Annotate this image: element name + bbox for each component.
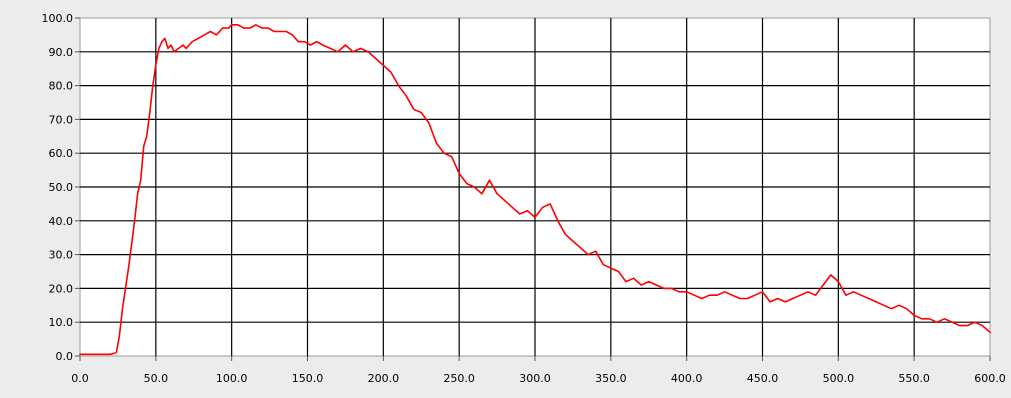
x-tick-label: 350.0 [595,372,627,385]
y-tick-label: 50.0 [49,181,74,194]
y-tick-label: 10.0 [49,316,74,329]
x-tick-label: 0.0 [71,372,89,385]
y-tick-label: 60.0 [49,147,74,160]
x-tick-label: 50.0 [144,372,169,385]
x-tick-label: 250.0 [443,372,475,385]
grid-layer [80,18,990,356]
y-tick-label: 100.0 [42,12,74,25]
y-tick-label: 70.0 [49,113,74,126]
x-tick-label: 500.0 [823,372,855,385]
x-tick-label: 100.0 [216,372,248,385]
y-tick-label: 80.0 [49,80,74,93]
series-line [79,24,991,356]
axis-layer: 0.0 50.0 100.0 150.0 200.0 250.0 300.0 350.0 400… [42,12,1006,385]
x-tick-label: 400.0 [671,372,703,385]
x-tick-label: 600.0 [974,372,1006,385]
x-tick-label: 300.0 [519,372,551,385]
y-tick-label: 90.0 [49,46,74,59]
y-tick-label: 40.0 [49,215,74,228]
x-tick-label: 450.0 [747,372,779,385]
x-tick-label: 550.0 [898,372,930,385]
x-tick-label: 150.0 [292,372,324,385]
y-tick-label: 30.0 [49,249,74,262]
y-tick-label: 20.0 [49,282,74,295]
x-tick-label: 200.0 [368,372,400,385]
y-tick-label: 0.0 [56,350,74,363]
